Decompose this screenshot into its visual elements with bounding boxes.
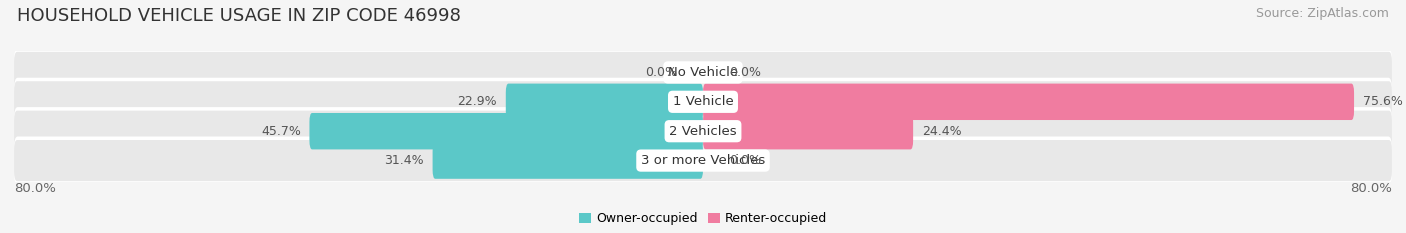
FancyBboxPatch shape [309,113,703,149]
FancyBboxPatch shape [703,113,912,149]
Text: 31.4%: 31.4% [384,154,425,167]
FancyBboxPatch shape [433,142,703,179]
Text: 0.0%: 0.0% [728,66,761,79]
Text: 0.0%: 0.0% [728,154,761,167]
FancyBboxPatch shape [703,84,1354,120]
Text: No Vehicle: No Vehicle [668,66,738,79]
FancyBboxPatch shape [14,48,1392,96]
Text: 0.0%: 0.0% [645,66,678,79]
FancyBboxPatch shape [14,107,1392,155]
Legend: Owner-occupied, Renter-occupied: Owner-occupied, Renter-occupied [579,212,827,225]
Text: 80.0%: 80.0% [1350,182,1392,195]
Text: 75.6%: 75.6% [1362,95,1403,108]
FancyBboxPatch shape [14,137,1392,185]
FancyBboxPatch shape [14,111,1392,152]
Text: Source: ZipAtlas.com: Source: ZipAtlas.com [1256,7,1389,20]
Text: 45.7%: 45.7% [262,125,301,138]
FancyBboxPatch shape [14,52,1392,93]
Text: 80.0%: 80.0% [14,182,56,195]
FancyBboxPatch shape [14,81,1392,122]
Text: 2 Vehicles: 2 Vehicles [669,125,737,138]
FancyBboxPatch shape [14,78,1392,126]
Text: 1 Vehicle: 1 Vehicle [672,95,734,108]
Text: 22.9%: 22.9% [457,95,498,108]
Text: HOUSEHOLD VEHICLE USAGE IN ZIP CODE 46998: HOUSEHOLD VEHICLE USAGE IN ZIP CODE 4699… [17,7,461,25]
FancyBboxPatch shape [506,84,703,120]
FancyBboxPatch shape [14,140,1392,181]
Text: 24.4%: 24.4% [922,125,962,138]
Text: 3 or more Vehicles: 3 or more Vehicles [641,154,765,167]
